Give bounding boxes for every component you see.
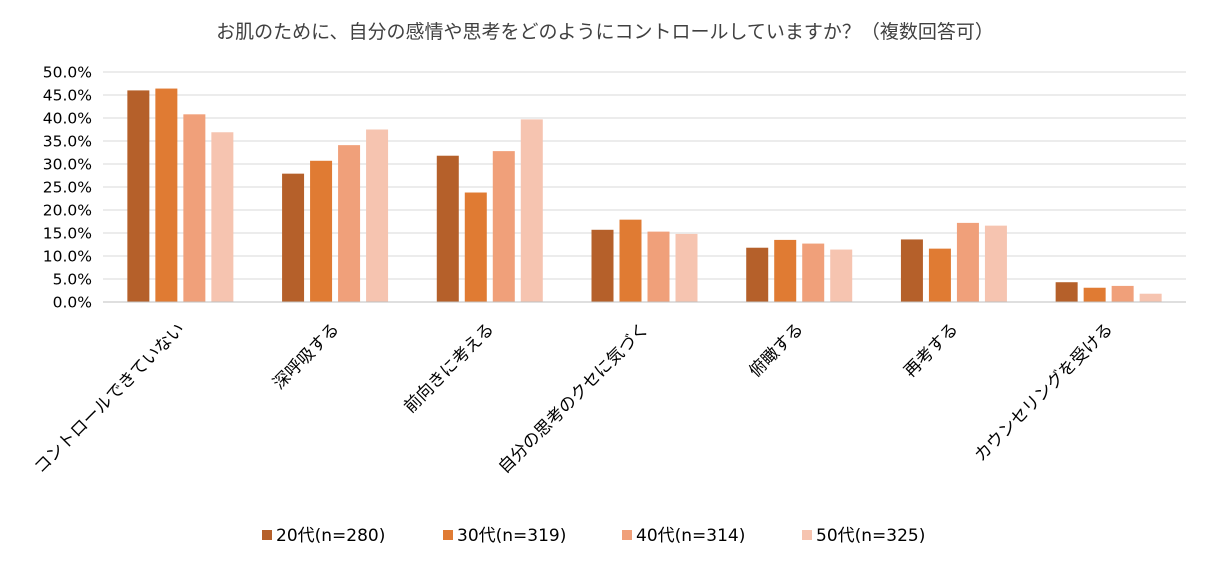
bar <box>746 247 769 302</box>
bar <box>366 129 389 302</box>
legend-swatch <box>443 530 453 540</box>
y-tick-label: 45.0% <box>43 87 92 105</box>
bar <box>282 173 305 302</box>
y-tick-label: 0.0% <box>53 294 92 312</box>
y-tick-label: 5.0% <box>53 271 92 289</box>
y-tick-label: 15.0% <box>43 225 92 243</box>
bar <box>127 90 150 303</box>
legend-label: 30代(n=319) <box>457 526 566 546</box>
legend-label: 40代(n=314) <box>636 526 745 546</box>
y-axis-ticks: 0.0% 5.0% 10.0% 15.0% 20.0% 25.0% 30.0% 35.0% 40… <box>43 64 92 312</box>
bar <box>675 233 698 302</box>
bar <box>647 231 670 302</box>
bar <box>211 132 234 302</box>
bar <box>338 145 361 302</box>
bar <box>956 222 979 302</box>
category-label: 前向きに考える <box>400 319 498 417</box>
y-tick-label: 10.0% <box>43 248 92 266</box>
legend-swatch <box>622 530 632 540</box>
category-label: カウンセリングを受ける <box>971 319 1117 465</box>
bar <box>310 160 333 302</box>
bar <box>1111 285 1134 302</box>
bar <box>984 225 1007 302</box>
y-tick-label: 35.0% <box>43 133 92 151</box>
legend-label: 20代(n=280) <box>276 526 385 546</box>
chart-title: お肌のために、自分の感情や思考をどのようにコントロールしていますか？（複数回答可… <box>216 21 994 43</box>
bar <box>900 239 923 302</box>
legend: 20代(n=280) 30代(n=319) 40代(n=314) 50代(n=325) <box>262 526 925 546</box>
category-label: 俯瞰する <box>746 319 808 381</box>
y-tick-label: 20.0% <box>43 202 92 220</box>
legend-swatch <box>262 530 272 540</box>
bars <box>127 88 1162 303</box>
category-label: 自分の思考のクセに気づく <box>495 319 653 477</box>
bar <box>774 239 797 302</box>
legend-swatch <box>802 530 812 540</box>
bar <box>436 155 459 302</box>
category-label: 再考する <box>900 319 962 381</box>
bar <box>155 88 178 302</box>
bar <box>1055 282 1078 302</box>
grid-lines <box>103 71 1186 280</box>
y-tick-label: 40.0% <box>43 110 92 128</box>
bar <box>464 192 487 302</box>
y-tick-label: 25.0% <box>43 179 92 197</box>
category-label: 深呼吸する <box>269 319 343 393</box>
bar <box>591 229 614 302</box>
bar <box>520 119 543 302</box>
bar <box>1083 287 1106 302</box>
legend-label: 50代(n=325) <box>816 526 925 546</box>
bar <box>830 249 853 302</box>
bar <box>928 248 951 302</box>
y-tick-label: 30.0% <box>43 156 92 174</box>
y-tick-label: 50.0% <box>43 64 92 82</box>
bar <box>492 151 515 302</box>
bar <box>1139 293 1162 302</box>
category-label: コントロールできていない <box>31 319 189 477</box>
bar <box>619 219 642 302</box>
bar <box>183 114 206 302</box>
bar <box>802 243 825 302</box>
